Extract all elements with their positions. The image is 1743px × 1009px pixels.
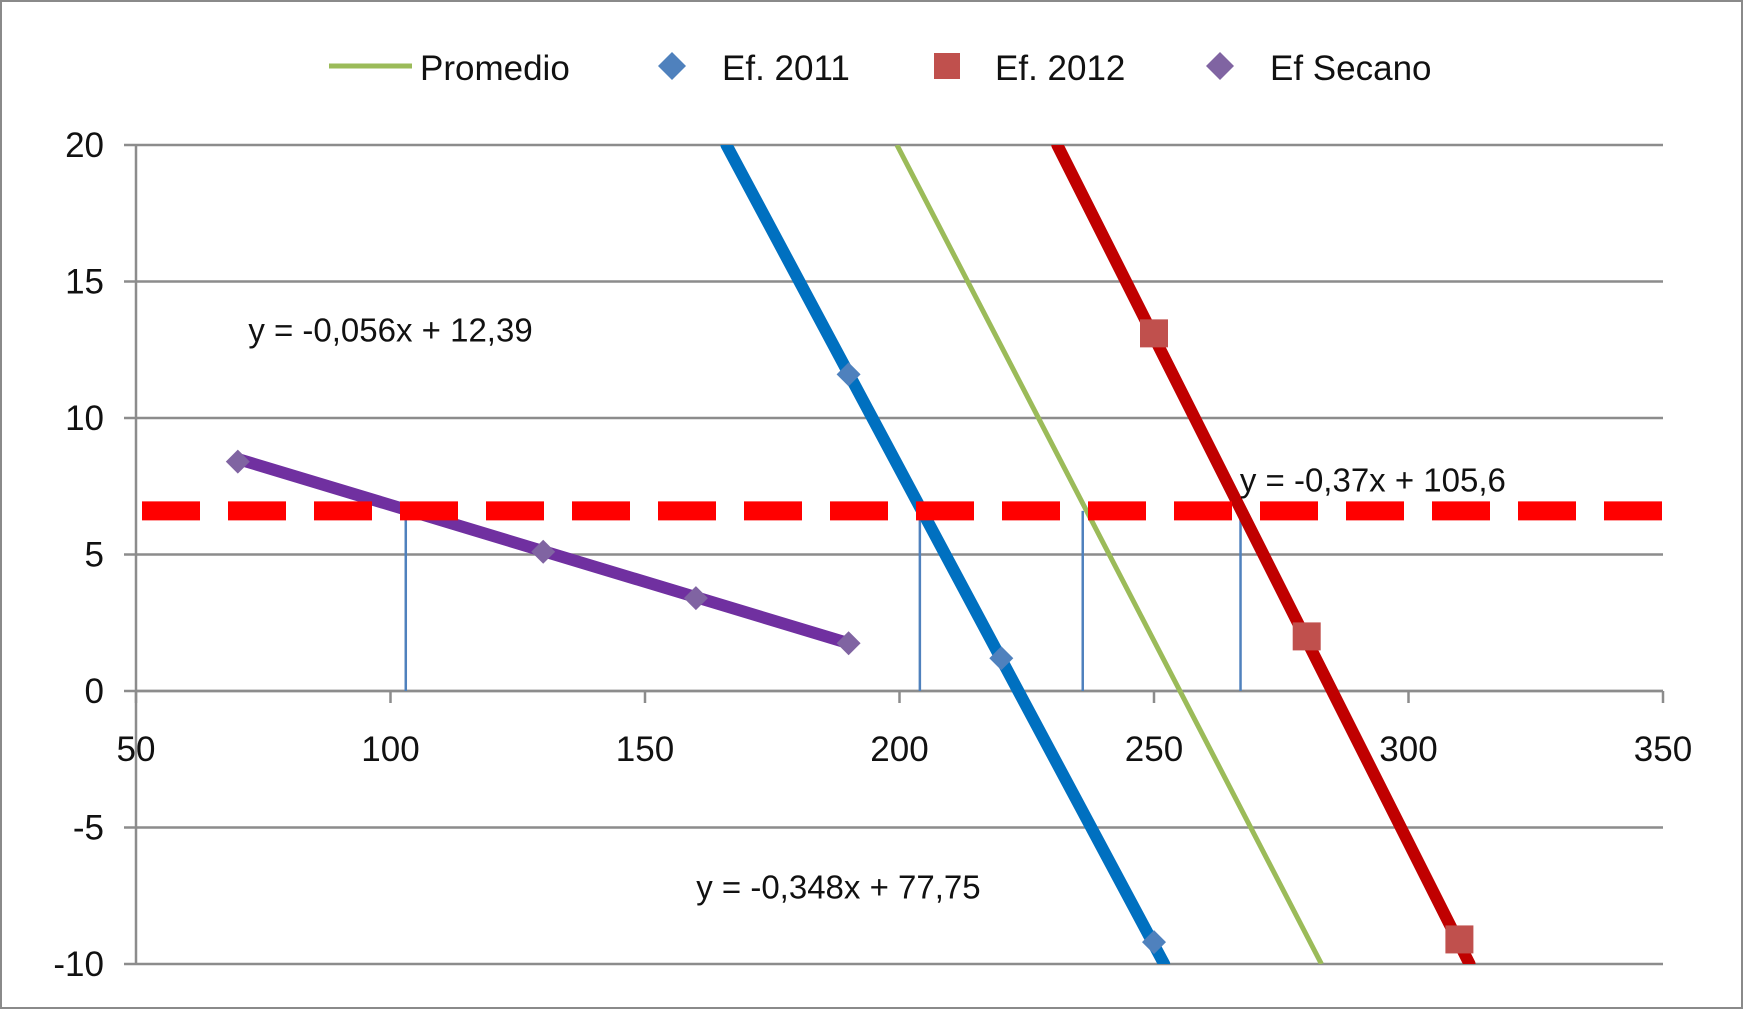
point-ef-2012-1 (1140, 319, 1168, 348)
legend-label-ef-secano: Ef Secano (1270, 49, 1432, 88)
y-tick-label-5: 5 (85, 536, 104, 575)
equation-label-1: y = -0,056x + 12,39 (248, 312, 532, 349)
legend-label-ef-2011: Ef. 2011 (722, 49, 850, 88)
legend: Promedio Ef. 2011 Ef. 2012 Ef Secano (329, 49, 1432, 88)
equation-label-3: y = -0,348x + 77,75 (696, 868, 980, 905)
point-ef-2012-3 (1445, 925, 1474, 954)
y-tick-label-10: 10 (65, 399, 104, 438)
data-markers (225, 319, 1474, 955)
x-tick-label-100: 100 (361, 730, 419, 769)
equation-label-2: y = -0,37x + 105,6 (1240, 462, 1506, 499)
drop-lines (404, 510, 1242, 691)
gridlines (136, 143, 1663, 966)
y-tick-label--5: -5 (73, 809, 104, 848)
y-tick-label-15: 15 (65, 263, 104, 302)
x-tick-label-350: 350 (1634, 730, 1692, 769)
point-ef-2011-3 (1142, 930, 1166, 955)
x-tick-label-250: 250 (1125, 730, 1183, 769)
series-line-promedio (894, 145, 1324, 964)
point-ef-secano-1 (225, 449, 250, 474)
point-ef-2012-2 (1292, 622, 1321, 651)
trendline-ef-2011 (720, 145, 1171, 964)
legend-swatch-ef-2011 (658, 52, 686, 80)
x-tick-label-200: 200 (870, 730, 928, 769)
x-tick-label-150: 150 (616, 730, 674, 769)
trendline-ef-2012 (1051, 145, 1476, 964)
y-tick-label--10: -10 (53, 945, 104, 984)
point-ef-secano-3 (683, 586, 708, 611)
legend-swatch-ef-secano (1206, 52, 1234, 80)
legend-label-ef-2012: Ef. 2012 (995, 49, 1125, 88)
y-tick-label-0: 0 (85, 672, 104, 711)
point-ef-2011-1 (836, 362, 861, 387)
x-tick-label-300: 300 (1379, 730, 1437, 769)
point-ef-secano-4 (836, 631, 861, 656)
x-tick-label-50: 50 (117, 730, 156, 769)
y-tick-label-20: 20 (65, 126, 104, 165)
legend-swatch-ef-2012 (934, 53, 960, 79)
legend-label-promedio: Promedio (420, 49, 570, 88)
point-ef-secano-2 (531, 539, 556, 564)
point-ef-2011-2 (989, 646, 1014, 671)
